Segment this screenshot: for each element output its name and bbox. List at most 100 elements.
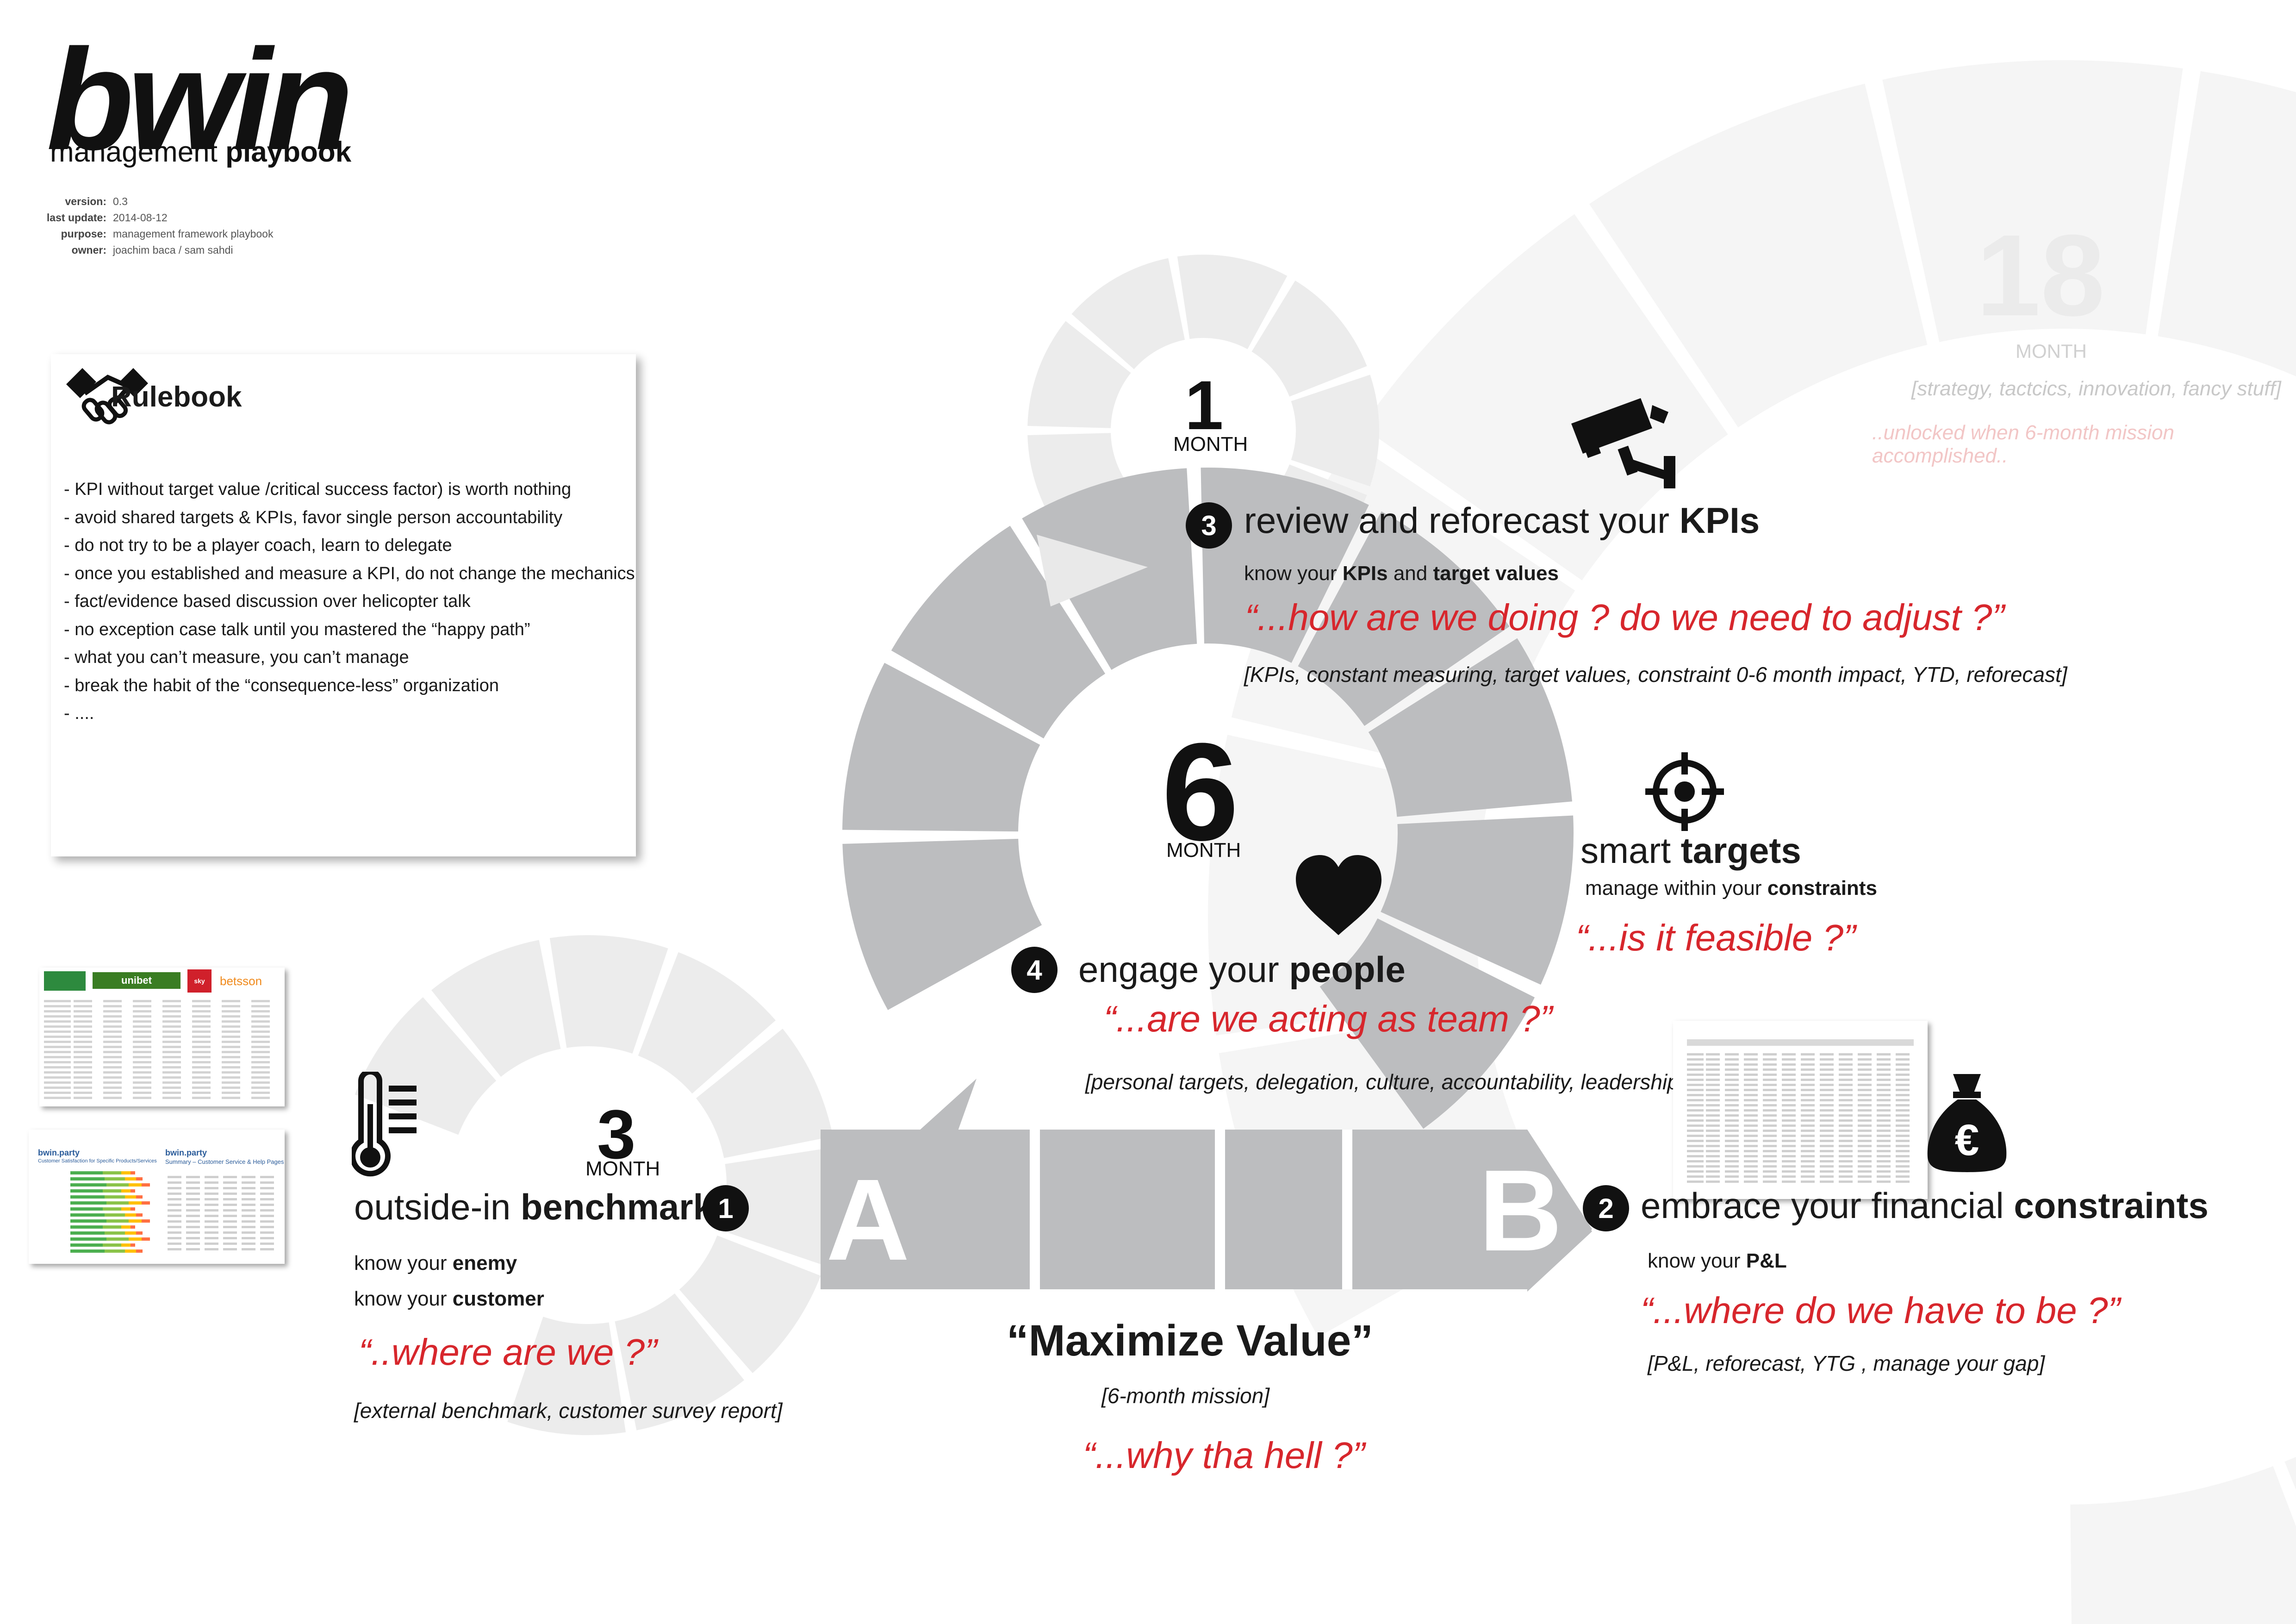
pl-table-cell xyxy=(1782,1099,1796,1101)
benchmark-table-cell xyxy=(251,1076,270,1079)
pl-table-cell xyxy=(1820,1155,1834,1157)
pl-table-cell xyxy=(1725,1150,1739,1152)
pl-table-cell xyxy=(1706,1094,1720,1096)
letter-a: A xyxy=(826,1155,910,1284)
know-bold: target values xyxy=(1433,562,1559,585)
pl-table-cell xyxy=(1725,1053,1739,1056)
pl-table-cell xyxy=(1839,1063,1853,1066)
step-2-quote: “...where do we have to be ?” xyxy=(1641,1290,2121,1331)
pl-table-cell xyxy=(1706,1130,1720,1132)
benchmark-table-cell xyxy=(162,1081,181,1084)
pl-table-cell xyxy=(1877,1058,1891,1061)
benchmark-table-cell xyxy=(222,1097,240,1099)
pl-table-cell xyxy=(1687,1155,1704,1157)
ring-6-segment xyxy=(1319,918,1535,1129)
cycle-6-number: 6 xyxy=(1162,714,1239,869)
pl-table-cell xyxy=(1877,1150,1891,1152)
benchmark-table-cell xyxy=(222,1061,240,1063)
ring-3-arrowhead xyxy=(1037,535,1148,606)
survey-table-cell xyxy=(186,1237,200,1239)
pl-table-cell xyxy=(1706,1124,1720,1127)
step-2-detail: [P&L, reforecast, YTG , manage your gap] xyxy=(1648,1351,2045,1375)
benchmark-table-cell xyxy=(103,1005,122,1007)
pl-table-cell xyxy=(1858,1175,1872,1178)
benchmark-table-cell xyxy=(44,1051,71,1053)
ring-3-segment xyxy=(431,940,561,1077)
benchmark-table-cell xyxy=(162,1071,181,1074)
survey-bar xyxy=(103,1225,121,1229)
pl-table-cell xyxy=(1877,1124,1891,1127)
pl-table-cell xyxy=(1839,1135,1853,1137)
benchmark-table-cell xyxy=(251,1051,270,1053)
pl-table-cell xyxy=(1687,1135,1704,1137)
pl-table-cell xyxy=(1839,1124,1853,1127)
pl-table-cell xyxy=(1839,1130,1853,1132)
pl-table-cell xyxy=(1687,1074,1704,1076)
survey-table-cell xyxy=(168,1176,181,1178)
benchmark-table-cell xyxy=(192,1036,211,1038)
pl-table-cell xyxy=(1687,1181,1704,1183)
pl-table-cell xyxy=(1896,1181,1910,1183)
ring-1-segment xyxy=(1027,321,1131,428)
pl-table-cell xyxy=(1839,1145,1853,1147)
pl-table-cell xyxy=(1782,1058,1796,1061)
pl-table-cell xyxy=(1687,1058,1704,1061)
pl-table-cell xyxy=(1744,1089,1758,1091)
benchmark-table-cell xyxy=(103,1097,122,1099)
a-to-b-band xyxy=(821,1130,1592,1292)
pl-table-cell xyxy=(1782,1063,1796,1066)
survey-table-cell xyxy=(260,1209,274,1212)
survey-bar xyxy=(131,1171,135,1174)
meta-row: purpose: management framework playbook xyxy=(28,226,274,242)
know-light: and xyxy=(1388,562,1433,585)
document-meta: version: 0.3 last update: 2014-08-12 purpo… xyxy=(28,194,274,258)
step-2-title-bold: constraints xyxy=(2014,1185,2209,1226)
report-header-left: bwin.party xyxy=(38,1148,80,1157)
benchmark-table-cell xyxy=(44,1061,71,1063)
benchmark-table-cell xyxy=(133,1056,151,1058)
benchmark-table-cell xyxy=(251,1046,270,1048)
benchmark-table-cell xyxy=(192,1076,211,1079)
step-1-title-light: outside-in xyxy=(354,1187,521,1227)
ring-6-segment xyxy=(842,838,1042,1010)
step-1-know-1: know your enemy xyxy=(354,1245,517,1281)
pl-table-cell xyxy=(1763,1155,1777,1157)
benchmark-table-cell xyxy=(44,1025,71,1028)
pl-table-cell xyxy=(1706,1109,1720,1112)
report-left-title: Customer Satisfaction for Specific Produ… xyxy=(38,1158,157,1164)
pl-table-cell xyxy=(1896,1068,1910,1071)
ring-1-segment xyxy=(1251,280,1367,397)
pl-table-cell xyxy=(1896,1124,1910,1127)
survey-table-cell xyxy=(186,1220,200,1223)
pl-table-cell xyxy=(1801,1084,1815,1086)
pl-table-cell xyxy=(1763,1175,1777,1178)
ring-3-segment xyxy=(679,1235,821,1373)
pl-table-cell xyxy=(1877,1084,1891,1086)
pl-table-cell xyxy=(1744,1084,1758,1086)
pl-table-cell xyxy=(1820,1140,1834,1142)
survey-table-cell xyxy=(186,1231,200,1234)
betsson-logo: betsson xyxy=(220,974,262,988)
pl-table-cell xyxy=(1801,1155,1815,1157)
pl-table-cell xyxy=(1782,1089,1796,1091)
pl-table-cell xyxy=(1896,1170,1910,1173)
pl-table-cell xyxy=(1782,1124,1796,1127)
pl-table-cell xyxy=(1896,1114,1910,1117)
benchmark-table-cell xyxy=(251,1061,270,1063)
benchmark-table-cell xyxy=(44,1066,71,1068)
pl-table-cell xyxy=(1801,1150,1815,1152)
survey-table-cell xyxy=(260,1181,274,1184)
benchmark-table-cell xyxy=(162,1051,181,1053)
pl-table-cell xyxy=(1782,1155,1796,1157)
pl-table-cell xyxy=(1706,1068,1720,1071)
pl-table-cell xyxy=(1687,1109,1704,1112)
benchmark-table-cell xyxy=(133,1071,151,1074)
mission-detail: [6-month mission] xyxy=(1101,1384,1270,1408)
benchmark-table-cell xyxy=(133,1066,151,1068)
know-bold: customer xyxy=(452,1287,544,1310)
pl-table-cell xyxy=(1820,1109,1834,1112)
survey-table-cell xyxy=(260,1243,274,1245)
benchmark-table-cell xyxy=(133,1005,151,1007)
survey-table-cell xyxy=(168,1193,181,1195)
benchmark-table-cell xyxy=(192,1031,211,1033)
